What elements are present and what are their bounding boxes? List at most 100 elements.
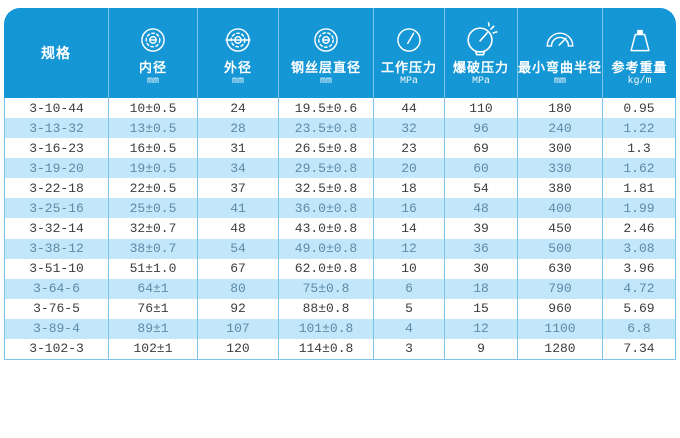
table-cell: 3-51-10	[5, 258, 109, 279]
weight-icon	[623, 20, 657, 60]
column-label: 工作压力	[380, 60, 437, 75]
table-cell: 114±0.8	[279, 338, 374, 359]
table-cell: 120	[198, 338, 279, 359]
table-cell: 3.08	[623, 241, 655, 257]
column-unit: kg/m	[627, 76, 652, 87]
table-cell: 450	[518, 218, 603, 239]
table-cell: 43.0±0.8	[279, 218, 374, 239]
table-cell: 26.5±0.8	[279, 138, 374, 159]
table-cell: 2.46	[623, 220, 655, 236]
table-cell: 32.5±0.8	[279, 178, 374, 199]
table-cell: 107	[198, 318, 279, 339]
table-cell: 3-76-5	[5, 298, 109, 319]
header-cell-reference-weight: 参考重量 kg/m	[603, 8, 676, 98]
table-row: 3-64-6 64±1 80 75±0.8 6 18 790 4.72	[5, 278, 675, 299]
table-cell: 15	[445, 298, 518, 319]
table-row: 3-51-10 51±1.0 67 62.0±0.8 10 30 630 3.96	[5, 258, 675, 279]
table-cell: 48	[445, 198, 518, 219]
header-cell-working-pressure: 工作压力 MPa	[374, 8, 445, 98]
table-cell: 3-38-12	[5, 238, 109, 259]
table-cell: 14	[374, 218, 445, 239]
table-cell: 101±0.8	[279, 318, 374, 339]
table-cell: 24	[198, 98, 279, 119]
burst-pressure-gauge-icon	[462, 20, 500, 60]
table-cell: 3-10-44	[5, 98, 109, 119]
table-row: 3-38-12 38±0.7 54 49.0±0.8 12 36 500 3.08	[5, 238, 675, 259]
wire-layer-diameter-icon	[309, 20, 343, 60]
table-cell: 0.95	[623, 100, 655, 116]
table-cell: 51±1.0	[109, 258, 198, 279]
table-cell: 1280	[518, 338, 603, 359]
table-cell: 48	[198, 218, 279, 239]
table-row: 3-13-32 13±0.5 28 23.5±0.8 32 96 240 1.22	[5, 118, 675, 139]
table-cell: 69	[445, 138, 518, 159]
table-cell: 3-25-16	[5, 198, 109, 219]
table-cell: 22±0.5	[109, 178, 198, 199]
table-cell: 5.69	[623, 301, 655, 317]
table-cell: 7.34	[623, 341, 655, 357]
table-cell: 89±1	[109, 318, 198, 339]
table-cell: 19.5±0.6	[279, 98, 374, 119]
column-label: 规格	[41, 44, 71, 61]
column-label: 钢丝层直径	[290, 60, 361, 75]
table-cell: 240	[518, 118, 603, 139]
table-cell: 400	[518, 198, 603, 219]
table-cell: 330	[518, 158, 603, 179]
table-cell: 19±0.5	[109, 158, 198, 179]
working-pressure-gauge-icon	[392, 20, 426, 60]
table-cell: 23	[374, 138, 445, 159]
table-cell: 12	[445, 318, 518, 339]
table-row: 3-76-5 76±1 92 88±0.8 5 15 960 5.69	[5, 298, 675, 319]
column-label: 爆破压力	[452, 60, 509, 75]
table-row: 3-25-16 25±0.5 41 36.0±0.8 16 48 400 1.99	[5, 198, 675, 219]
outer-diameter-icon	[221, 20, 255, 60]
table-row: 3-22-18 22±0.5 37 32.5±0.8 18 54 380 1.81	[5, 178, 675, 199]
table-cell: 54	[198, 238, 279, 259]
table-cell: 4	[374, 318, 445, 339]
table-row: 3-89-4 89±1 107 101±0.8 4 12 1100 6.8	[5, 318, 675, 339]
table-cell: 64±1	[109, 278, 198, 299]
table-cell: 6	[374, 278, 445, 299]
table-cell: 10±0.5	[109, 98, 198, 119]
table-cell: 80	[198, 278, 279, 299]
table-cell: 41	[198, 198, 279, 219]
column-unit: mm	[146, 76, 159, 87]
table-cell: 5	[374, 298, 445, 319]
table-row: 3-10-44 10±0.5 24 19.5±0.6 44 110 180 0.95	[5, 98, 675, 119]
table-cell: 300	[518, 138, 603, 159]
column-unit: mm	[319, 76, 332, 87]
table-cell: 54	[445, 178, 518, 199]
header-cell-wire-layer-diameter: 钢丝层直径 mm	[279, 8, 374, 98]
table-cell: 18	[374, 178, 445, 199]
table-cell: 16	[374, 198, 445, 219]
table-body: 3-10-44 10±0.5 24 19.5±0.6 44 110 180 0.95 3-13-…	[4, 98, 676, 360]
table-cell: 32	[374, 118, 445, 139]
header-cell-spec: 规格	[4, 8, 109, 98]
table-cell: 39	[445, 218, 518, 239]
table-cell: 28	[198, 118, 279, 139]
table-cell: 12	[374, 238, 445, 259]
table-cell: 1.3	[627, 140, 651, 156]
table-row: 3-16-23 16±0.5 31 26.5±0.8 23 69 300 1.3	[5, 138, 675, 159]
table-cell: 67	[198, 258, 279, 279]
table-cell: 110	[445, 98, 518, 119]
column-unit: mm	[553, 76, 566, 87]
table-cell: 960	[518, 298, 603, 319]
inner-diameter-icon	[136, 20, 170, 60]
column-unit: MPa	[399, 76, 418, 87]
table-cell: 3.96	[623, 261, 655, 277]
table-cell: 60	[445, 158, 518, 179]
table-row: 3-32-14 32±0.7 48 43.0±0.8 14 39 450 2.46	[5, 218, 675, 239]
header-cell-burst-pressure: 爆破压力 MPa	[445, 8, 518, 98]
header-cell-inner-diameter: 内径 mm	[109, 8, 198, 98]
column-label: 内径	[138, 60, 167, 75]
table-cell: 38±0.7	[109, 238, 198, 259]
column-unit: mm	[231, 76, 244, 87]
bend-radius-icon	[540, 20, 580, 60]
table-cell: 76±1	[109, 298, 198, 319]
table-cell: 3	[374, 338, 445, 359]
table-cell: 25±0.5	[109, 198, 198, 219]
table-cell: 3-22-18	[5, 178, 109, 199]
table-cell: 102±1	[109, 338, 198, 359]
table-cell: 44	[374, 98, 445, 119]
